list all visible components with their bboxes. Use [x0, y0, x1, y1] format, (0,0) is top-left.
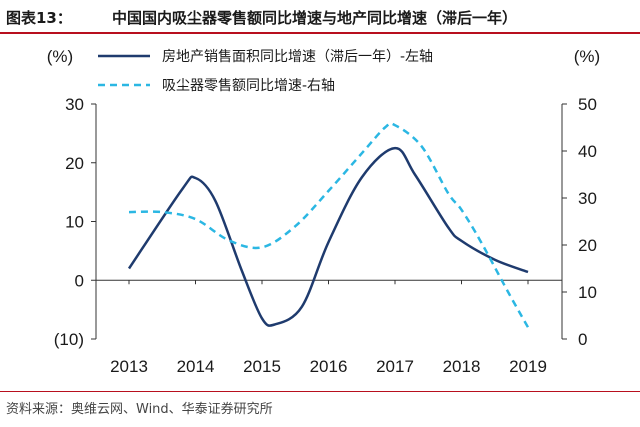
title-divider	[0, 32, 640, 34]
left-tick-label: (10)	[54, 330, 84, 349]
right-tick-label: 30	[578, 189, 597, 208]
legend-label: 房地产销售面积同比增速（滞后一年）-左轴	[162, 49, 433, 65]
right-tick-label: 50	[578, 95, 597, 114]
x-tick-label: 2016	[310, 357, 348, 376]
series-line-property-sales	[127, 146, 529, 327]
x-tick-label: 2018	[443, 357, 481, 376]
right-tick-label: 20	[578, 236, 597, 255]
legend-label: 吸尘器零售额同比增速-右轴	[162, 78, 335, 94]
source-note: 资料来源：奥维云网、Wind、华泰证券研究所	[6, 402, 273, 417]
footer-divider	[0, 391, 640, 392]
right-axis-unit: (%)	[574, 47, 600, 66]
left-tick-label: 10	[65, 213, 84, 232]
x-tick-label: 2019	[509, 357, 547, 376]
left-tick-label: 0	[75, 271, 84, 290]
right-tick-label: 40	[578, 142, 597, 161]
x-tick-label: 2015	[243, 357, 281, 376]
left-tick-label: 20	[65, 154, 84, 173]
figure-header: 图表13： 中国国内吸尘器零售额同比增速与地产同比增速（滞后一年）	[0, 0, 640, 34]
figure-label: 图表13：	[6, 9, 72, 27]
chart-title: 中国国内吸尘器零售额同比增速与地产同比增速（滞后一年）	[112, 9, 518, 27]
right-tick-label: 10	[578, 283, 597, 302]
x-tick-label: 2014	[177, 357, 215, 376]
chart: (10) 0 10 20 30 0 10 20 30 40 50 2013 2014 2015 2016 20…	[47, 47, 600, 376]
right-tick-label: 0	[578, 330, 587, 349]
series-line-vacuum-sales	[128, 122, 530, 328]
x-tick-label: 2017	[376, 357, 414, 376]
left-tick-label: 30	[65, 95, 84, 114]
x-tick-label: 2013	[110, 357, 148, 376]
left-axis-unit: (%)	[47, 47, 73, 66]
